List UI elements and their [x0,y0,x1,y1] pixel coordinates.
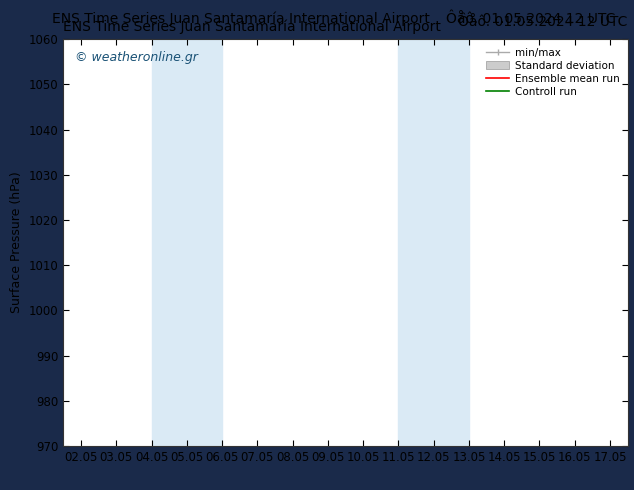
Bar [152,39,222,446]
Y-axis label: Surface Pressure (hPa): Surface Pressure (hPa) [10,172,23,314]
Text: © weatheronline.gr: © weatheronline.gr [75,51,198,64]
Text: Ôåô. 01.05.2024 12 UTC: Ôåô. 01.05.2024 12 UTC [446,12,615,25]
Text: ENS Time Series Juan Santamaría International Airport: ENS Time Series Juan Santamaría Internat… [63,20,441,34]
Text: Ôåô. 01.05.2024 12 UTC: Ôåô. 01.05.2024 12 UTC [458,15,628,29]
Bar [398,39,469,446]
Text: ENS Time Series Juan Santamaría International Airport: ENS Time Series Juan Santamaría Internat… [52,11,430,26]
Legend: min/max, Standard deviation, Ensemble mean run, Controll run: min/max, Standard deviation, Ensemble me… [483,45,623,100]
